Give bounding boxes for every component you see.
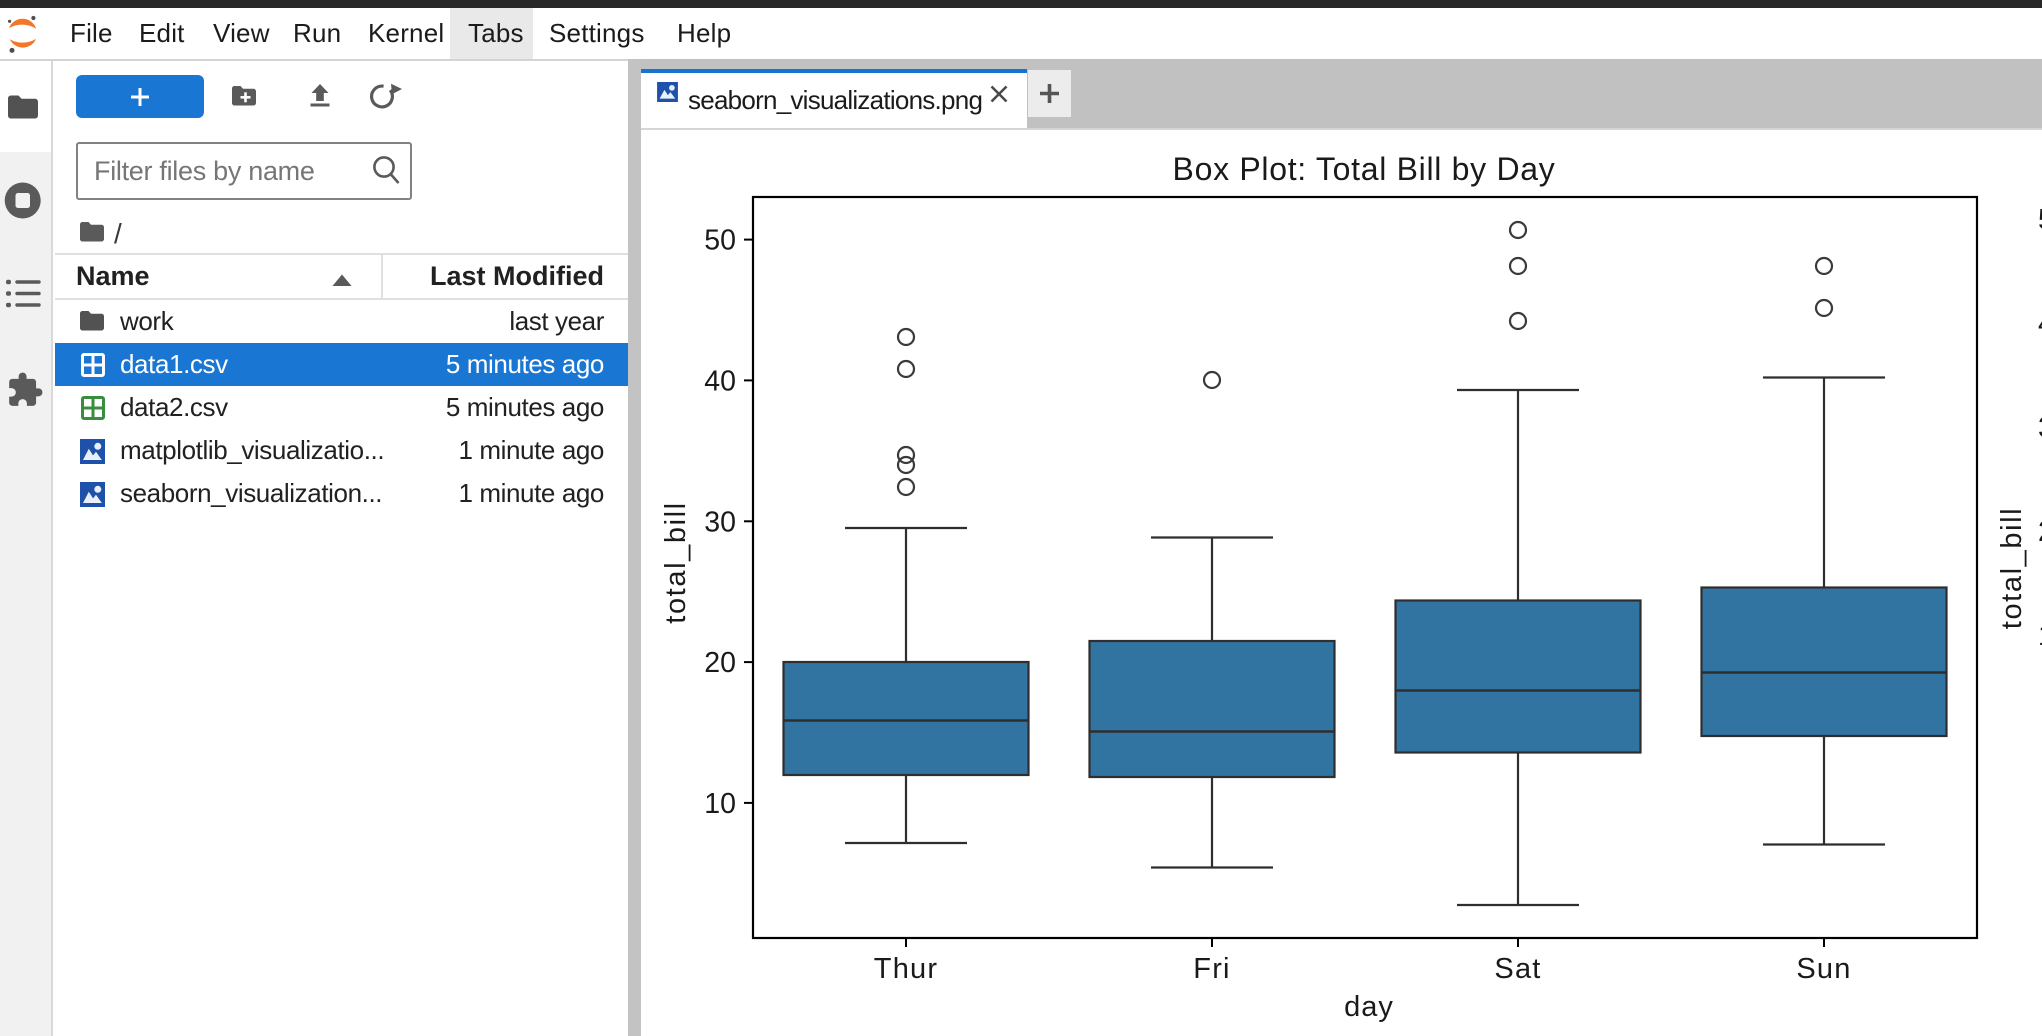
svg-text:50: 50 xyxy=(2038,204,2042,236)
svg-text:50: 50 xyxy=(704,225,736,257)
svg-text:10: 10 xyxy=(2038,620,2042,652)
svg-text:40: 40 xyxy=(2038,308,2042,340)
svg-text:Fri: Fri xyxy=(1193,953,1230,985)
svg-text:20: 20 xyxy=(704,647,736,679)
svg-text:Sun: Sun xyxy=(1796,953,1851,985)
svg-text:40: 40 xyxy=(704,365,736,397)
svg-text:Thur: Thur xyxy=(874,953,938,985)
svg-text:total_bill: total_bill xyxy=(1996,507,2028,629)
svg-text:total_bill: total_bill xyxy=(660,501,692,623)
svg-text:Sat: Sat xyxy=(1494,953,1541,985)
svg-text:30: 30 xyxy=(2038,412,2042,444)
svg-text:10: 10 xyxy=(704,788,736,820)
svg-text:day: day xyxy=(1344,991,1394,1023)
svg-text:30: 30 xyxy=(704,506,736,538)
svg-text:20: 20 xyxy=(2038,516,2042,548)
svg-text:Box Plot: Total Bill by Day: Box Plot: Total Bill by Day xyxy=(1173,151,1556,187)
